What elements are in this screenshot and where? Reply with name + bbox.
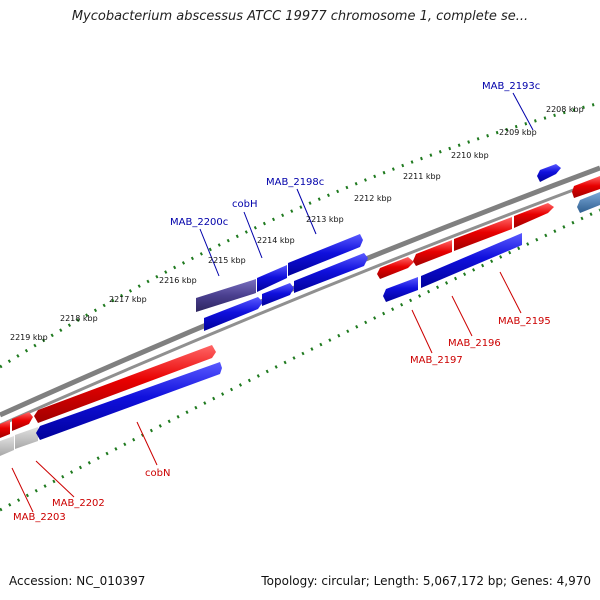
gene-arrow[interactable] bbox=[454, 217, 512, 251]
leader-line bbox=[243, 211, 263, 259]
gene-arrow[interactable] bbox=[577, 192, 600, 213]
gene-arrow[interactable] bbox=[537, 164, 561, 182]
gene-label[interactable]: cobH bbox=[232, 199, 257, 210]
scale-label: 2209 kbp bbox=[499, 128, 537, 137]
leader-line bbox=[451, 295, 473, 337]
gene-arrow[interactable] bbox=[514, 203, 554, 228]
gene-arrow[interactable] bbox=[383, 277, 418, 302]
gene-arrow bbox=[15, 427, 38, 449]
gene-arrow[interactable] bbox=[421, 233, 522, 288]
scale-label: 2214 kbp bbox=[257, 236, 295, 245]
accession-text: Accession: NC_010397 bbox=[9, 574, 146, 588]
scale-label: 2210 kbp bbox=[451, 151, 489, 160]
leader-line bbox=[11, 467, 34, 513]
gene-label[interactable]: MAB_2196 bbox=[448, 338, 501, 349]
gene-label[interactable]: MAB_2195 bbox=[498, 316, 551, 327]
gene-arrow bbox=[0, 436, 14, 456]
gene-arrow[interactable] bbox=[257, 265, 287, 292]
genome-summary-text: Topology: circular; Length: 5,067,172 bp… bbox=[261, 574, 591, 588]
map-title: Mycobacterium abscessus ATCC 19977 chrom… bbox=[71, 9, 529, 24]
scale-label: 2215 kbp bbox=[208, 256, 246, 265]
gene-arrow[interactable] bbox=[204, 297, 263, 331]
leader-line bbox=[512, 92, 534, 131]
leader-line bbox=[296, 188, 317, 235]
leader-line bbox=[35, 460, 75, 498]
scale-label: 2213 kbp bbox=[306, 215, 344, 224]
outer-scale-ticks bbox=[0, 101, 600, 369]
gene-arrow[interactable] bbox=[294, 253, 368, 293]
gene-arrow[interactable] bbox=[288, 234, 363, 276]
gene-arrow[interactable] bbox=[0, 420, 10, 438]
leader-line bbox=[411, 309, 433, 354]
gene-arrow[interactable] bbox=[262, 283, 294, 306]
gene-label[interactable]: MAB_2198c bbox=[266, 177, 324, 188]
gene-label[interactable]: MAB_2197 bbox=[410, 355, 463, 366]
scale-label: 2218 kbp bbox=[60, 314, 98, 323]
scale-label: 2211 kbp bbox=[403, 172, 441, 181]
scale-label: 2208 kbp bbox=[546, 105, 584, 114]
gene-arrow[interactable] bbox=[12, 412, 33, 431]
gene-arrow[interactable] bbox=[196, 279, 256, 312]
gene-label[interactable]: MAB_2202 bbox=[52, 498, 105, 509]
inner-scale-ticks bbox=[0, 208, 600, 512]
gene-arrow[interactable] bbox=[413, 240, 452, 266]
leader-line bbox=[499, 271, 522, 314]
gene-arrow[interactable] bbox=[34, 345, 216, 423]
leader-line bbox=[136, 421, 158, 466]
gene-arrow[interactable] bbox=[572, 176, 600, 198]
gene-label[interactable]: cobN bbox=[145, 468, 170, 479]
gene-arrow[interactable] bbox=[36, 362, 222, 440]
scale-label: 2216 kbp bbox=[159, 276, 197, 285]
scale-label: 2212 kbp bbox=[354, 194, 392, 203]
gene-label[interactable]: MAB_2200c bbox=[170, 217, 228, 228]
gene-arrow[interactable] bbox=[377, 257, 414, 279]
gene-label[interactable]: MAB_2193c bbox=[482, 81, 540, 92]
leader-line bbox=[199, 228, 220, 277]
gene-label[interactable]: MAB_2203 bbox=[13, 512, 66, 523]
scale-label: 2217 kbp bbox=[109, 295, 147, 304]
scale-label: 2219 kbp bbox=[10, 333, 48, 342]
chromosome-backbone-inner bbox=[0, 178, 600, 427]
